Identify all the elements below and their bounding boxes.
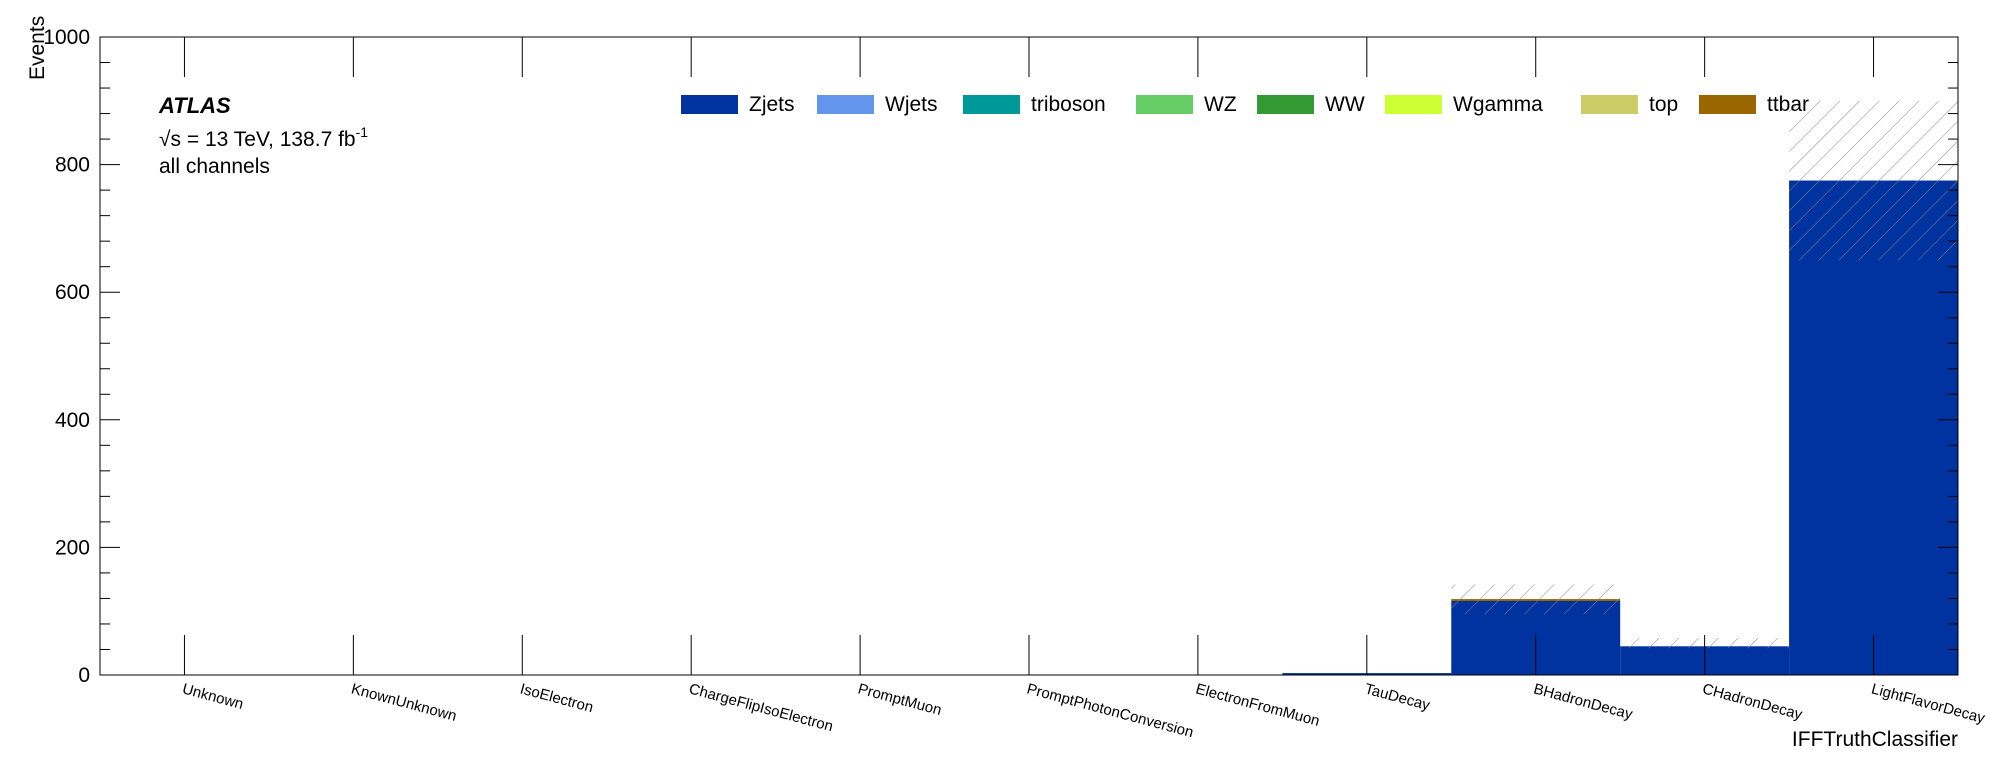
energy-lumi-text: √s = 13 TeV, 138.7 fb bbox=[159, 128, 356, 151]
legend-label: WZ bbox=[1204, 93, 1237, 116]
legend-swatch bbox=[817, 95, 874, 114]
legend-swatch bbox=[963, 95, 1020, 114]
x-tick-label: TauDecay bbox=[1363, 680, 1432, 714]
x-tick-label: KnownUnknown bbox=[349, 680, 458, 724]
x-tick-label: IsoElectron bbox=[518, 680, 595, 716]
x-tick-label: Unknown bbox=[180, 680, 245, 713]
plot-frame bbox=[99, 36, 1959, 676]
legend-swatch bbox=[1257, 95, 1314, 114]
legend-swatch bbox=[1385, 95, 1442, 114]
legend-label: Wjets bbox=[885, 93, 938, 116]
energy-lumi-label: √s = 13 TeV, 138.7 fb-1 bbox=[159, 124, 368, 151]
x-tick-label: ElectronFromMuon bbox=[1194, 680, 1322, 729]
y-tick-label: 0 bbox=[78, 664, 90, 687]
y-tick-label: 200 bbox=[55, 536, 90, 559]
x-tick-label: BHadronDecay bbox=[1532, 680, 1635, 723]
legend-label: triboson bbox=[1031, 93, 1106, 116]
x-tick-label: ChargeFlipIsoElectron bbox=[687, 680, 835, 735]
x-tick-label: CHadronDecay bbox=[1701, 680, 1805, 723]
uncertainty-band-BHadronDecay bbox=[1451, 584, 1621, 615]
legend-swatch bbox=[1136, 95, 1193, 114]
legend: Zjets Wjets triboson WZ WW Wgamma top ttbar bbox=[681, 93, 1809, 116]
y-tick-label: 1000 bbox=[43, 26, 90, 49]
y-tick-label: 800 bbox=[55, 154, 90, 177]
y-tick-label: 400 bbox=[55, 409, 90, 432]
lumi-exponent: -1 bbox=[356, 124, 369, 140]
legend-label: WW bbox=[1325, 93, 1365, 116]
x-tick-label: LightFlavorDecay bbox=[1870, 680, 1988, 727]
legend-label: ttbar bbox=[1767, 93, 1809, 116]
uncertainty-band-LightFlavorDecay bbox=[1789, 100, 1958, 261]
legend-swatch bbox=[1699, 95, 1756, 114]
y-tick-label: 600 bbox=[55, 281, 90, 304]
legend-label: top bbox=[1649, 93, 1678, 116]
axes-layer: 0 200 400 600 800 1000 bbox=[43, 26, 1959, 687]
legend-swatch bbox=[681, 95, 738, 114]
y-axis-label: Events bbox=[26, 16, 49, 80]
atlas-label: ATLAS bbox=[158, 93, 231, 118]
x-tick-label: PromptPhotonConversion bbox=[1025, 680, 1195, 741]
x-tick-label: PromptMuon bbox=[856, 680, 943, 719]
bar-Zjets-LightFlavorDecay bbox=[1789, 180, 1958, 676]
legend-label: Wgamma bbox=[1453, 93, 1543, 116]
legend-label: Zjets bbox=[749, 93, 795, 116]
legend-swatch bbox=[1581, 95, 1638, 114]
x-axis-label: IFFTruthClassifier bbox=[1792, 728, 1958, 751]
x-tick-labels: Unknown KnownUnknown IsoElectron ChargeFlip… bbox=[180, 680, 1987, 741]
region-label: all channels bbox=[159, 155, 270, 178]
